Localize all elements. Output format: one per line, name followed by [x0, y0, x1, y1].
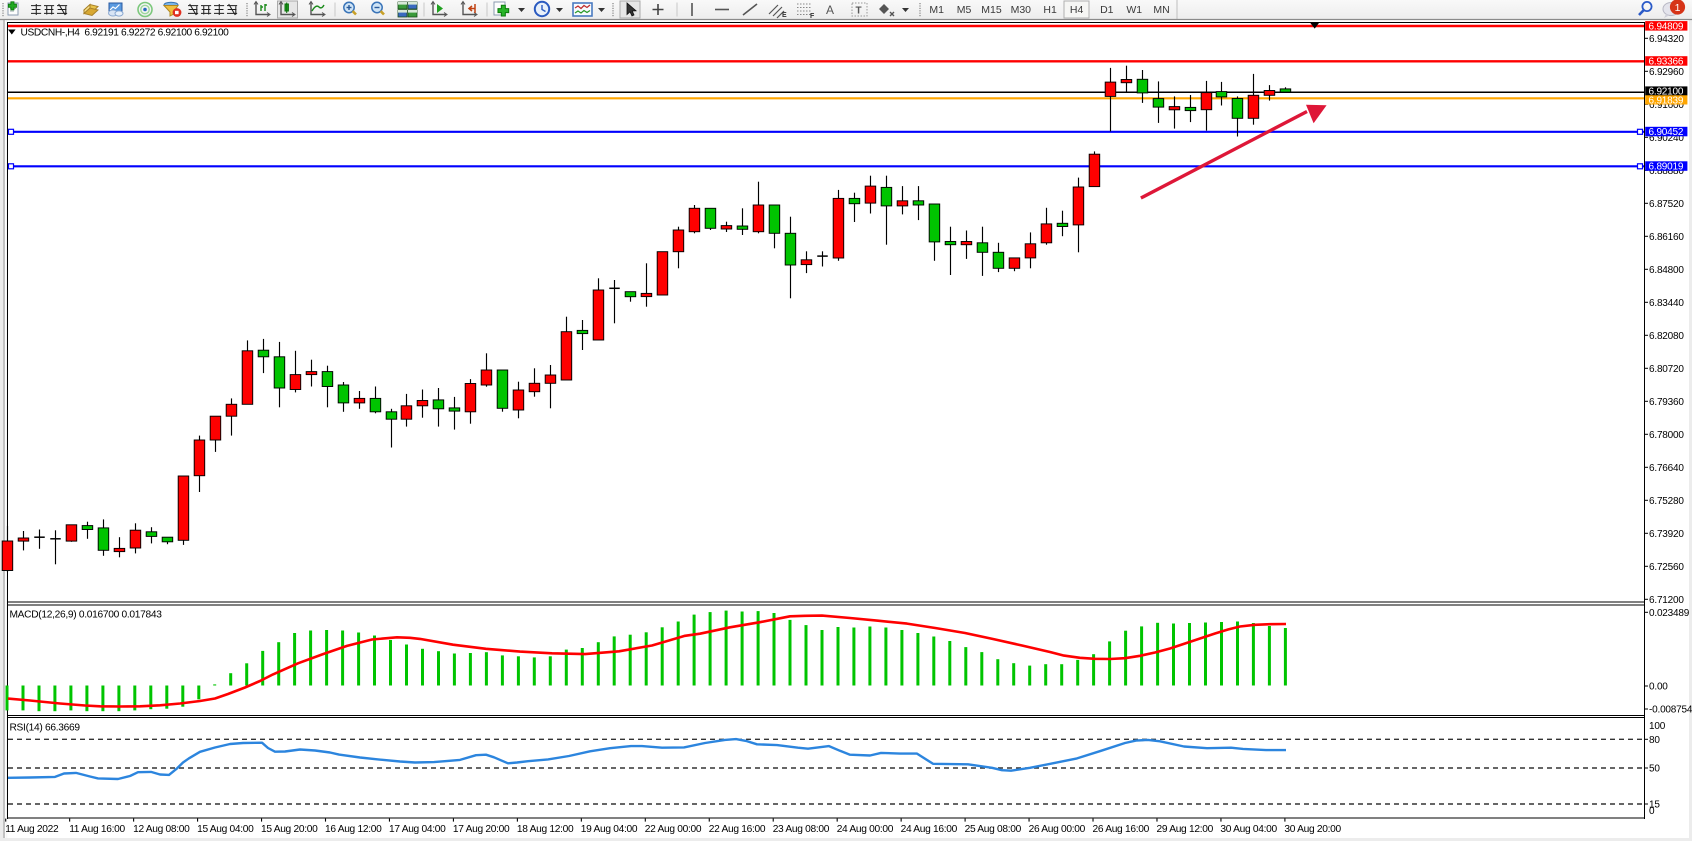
svg-text:M5: M5	[957, 4, 972, 16]
svg-text:17 Aug 04:00: 17 Aug 04:00	[389, 824, 446, 835]
svg-text:29 Aug 12:00: 29 Aug 12:00	[1157, 824, 1214, 835]
svg-text:6.78000: 6.78000	[1649, 430, 1684, 441]
svg-text:16 Aug 12:00: 16 Aug 12:00	[325, 824, 382, 835]
svg-text:6.82080: 6.82080	[1649, 331, 1684, 342]
svg-text:11 Aug 16:00: 11 Aug 16:00	[69, 824, 125, 835]
svg-text:18 Aug 12:00: 18 Aug 12:00	[517, 824, 574, 835]
svg-text:30 Aug 04:00: 30 Aug 04:00	[1220, 824, 1277, 835]
svg-text:6.80720: 6.80720	[1649, 364, 1684, 375]
svg-text:0.00: 0.00	[1649, 682, 1668, 693]
svg-text:6.92100: 6.92100	[1649, 87, 1684, 98]
svg-text:6.92960: 6.92960	[1649, 67, 1684, 78]
svg-text:W1: W1	[1126, 4, 1142, 16]
svg-text:6.91600: 6.91600	[1649, 100, 1684, 111]
svg-text:17 Aug 20:00: 17 Aug 20:00	[453, 824, 510, 835]
svg-text:6.72560: 6.72560	[1649, 562, 1684, 573]
svg-text:USDCNH-,H4 6.92191 6.92272 6.: USDCNH-,H4 6.92191 6.92272 6.92100 6.921…	[21, 27, 230, 38]
svg-text:6.93366: 6.93366	[1649, 57, 1684, 68]
svg-text:D1: D1	[1100, 4, 1114, 16]
svg-text:23 Aug 08:00: 23 Aug 08:00	[773, 824, 830, 835]
svg-text:E: E	[782, 12, 787, 19]
svg-text:F: F	[810, 13, 815, 20]
svg-text:26 Aug 16:00: 26 Aug 16:00	[1093, 824, 1150, 835]
svg-text:50: 50	[1649, 764, 1660, 775]
svg-text:M15: M15	[981, 4, 1002, 16]
svg-text:M30: M30	[1011, 4, 1032, 16]
svg-text:MACD(12,26,9) 0.016700 0.01784: MACD(12,26,9) 0.016700 0.017843	[10, 610, 163, 621]
svg-text:6.88880: 6.88880	[1649, 166, 1684, 177]
svg-text:15 Aug 04:00: 15 Aug 04:00	[197, 824, 254, 835]
svg-text:15 Aug 20:00: 15 Aug 20:00	[261, 824, 318, 835]
svg-text:6.86160: 6.86160	[1649, 232, 1684, 243]
svg-text:6.79360: 6.79360	[1649, 397, 1684, 408]
svg-text:6.83440: 6.83440	[1649, 298, 1684, 309]
svg-text:0.023489: 0.023489	[1649, 608, 1690, 619]
svg-text:-0.008754: -0.008754	[1649, 705, 1692, 716]
svg-text:6.84800: 6.84800	[1649, 265, 1684, 276]
svg-text:6.75280: 6.75280	[1649, 496, 1684, 507]
svg-text:22 Aug 00:00: 22 Aug 00:00	[645, 824, 702, 835]
svg-text:H1: H1	[1043, 4, 1057, 16]
svg-text:6.71200: 6.71200	[1649, 595, 1684, 606]
svg-text:6.94320: 6.94320	[1649, 34, 1684, 45]
svg-text:19 Aug 04:00: 19 Aug 04:00	[581, 824, 638, 835]
svg-text:6.90452: 6.90452	[1649, 127, 1684, 138]
svg-text:100: 100	[1649, 721, 1666, 732]
svg-text:6.94809: 6.94809	[1649, 21, 1684, 32]
svg-text:RSI(14) 66.3669: RSI(14) 66.3669	[10, 723, 81, 734]
svg-text:6.90240: 6.90240	[1649, 133, 1684, 144]
svg-text:15: 15	[1649, 800, 1660, 811]
svg-text:24 Aug 00:00: 24 Aug 00:00	[837, 824, 894, 835]
svg-text:24 Aug 16:00: 24 Aug 16:00	[901, 824, 958, 835]
svg-text:1: 1	[1675, 2, 1681, 14]
svg-text:12 Aug 08:00: 12 Aug 08:00	[133, 824, 190, 835]
svg-text:6.87520: 6.87520	[1649, 199, 1684, 210]
svg-text:A: A	[826, 3, 834, 17]
svg-text:6.91839: 6.91839	[1649, 95, 1684, 106]
svg-text:25 Aug 08:00: 25 Aug 08:00	[965, 824, 1022, 835]
svg-text:26 Aug 00:00: 26 Aug 00:00	[1029, 824, 1086, 835]
svg-text:H4: H4	[1070, 4, 1084, 16]
svg-text:6.89019: 6.89019	[1649, 162, 1684, 173]
svg-text:11 Aug 2022: 11 Aug 2022	[5, 824, 59, 835]
svg-text:0: 0	[1649, 806, 1655, 817]
svg-text:30 Aug 20:00: 30 Aug 20:00	[1284, 824, 1341, 835]
svg-text:6.76640: 6.76640	[1649, 463, 1684, 474]
svg-text:T: T	[856, 6, 862, 17]
svg-text:M1: M1	[929, 4, 944, 16]
svg-text:MN: MN	[1153, 4, 1169, 16]
svg-text:6.73920: 6.73920	[1649, 529, 1684, 540]
svg-text:22 Aug 16:00: 22 Aug 16:00	[709, 824, 766, 835]
svg-text:80: 80	[1649, 735, 1660, 746]
